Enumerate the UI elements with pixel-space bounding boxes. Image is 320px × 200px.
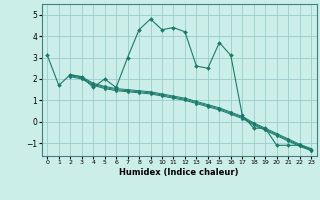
X-axis label: Humidex (Indice chaleur): Humidex (Indice chaleur) bbox=[119, 168, 239, 177]
